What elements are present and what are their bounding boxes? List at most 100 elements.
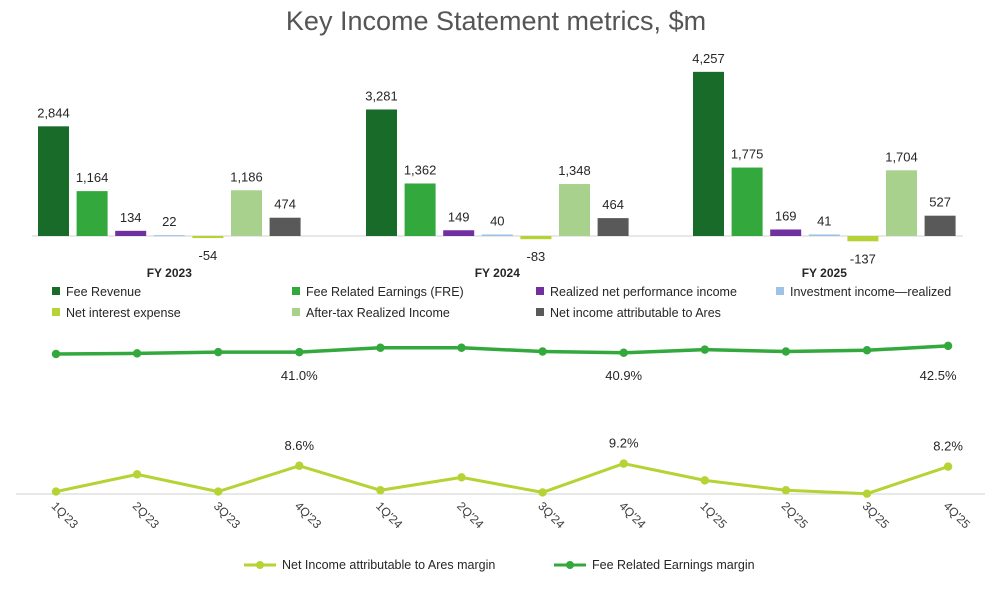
bar-net-income-attributable-to-ares-fy-2023 <box>269 217 301 236</box>
bar-label-after-tax-realized-income-fy-2025: 1,704 <box>885 149 918 164</box>
bar-net-interest-expense-fy-2023 <box>192 236 224 239</box>
legend-swatch-fee-revenue <box>52 287 60 295</box>
point-net-income-attributable-to-ares-margin-2q-23 <box>132 470 142 479</box>
point-net-income-attributable-to-ares-margin-2q-25 <box>781 486 791 495</box>
bar-investment-income-realized-fy-2023 <box>153 235 185 237</box>
x-tick-3q-25: 3Q'25 <box>860 499 893 532</box>
x-tick-3q-24: 3Q'24 <box>535 499 568 532</box>
point-fee-related-earnings-margin-1q-25 <box>700 345 709 354</box>
point-net-income-attributable-to-ares-margin-1q-23 <box>51 487 61 496</box>
fre-margin-label-4q-24: 40.9% <box>605 368 642 383</box>
point-fee-related-earnings-margin-4q-23 <box>295 347 304 357</box>
bar-label-realized-net-performance-income-fy-2025: 169 <box>775 208 797 223</box>
point-net-income-attributable-to-ares-margin-4q-24 <box>619 459 628 468</box>
legend-swatch-net-income-attributable-to-ares <box>536 308 544 316</box>
legend-text-net-income-attributable-to-ares-margin: Net Income attributable to Ares margin <box>282 558 495 572</box>
bar-label-investment-income-realized-fy-2023: 22 <box>162 214 176 229</box>
legend-marker-fee-related-earnings-margin <box>566 561 574 569</box>
category-label-fy-2023: FY 2023 <box>147 266 192 280</box>
point-fee-related-earnings-margin-2q-25 <box>781 347 791 356</box>
legend-label-fee-revenue: Fee Revenue <box>66 285 141 299</box>
bar-label-net-interest-expense-fy-2025: -137 <box>850 251 876 266</box>
legend-text-fee-related-earnings-margin: Fee Related Earnings margin <box>592 558 755 572</box>
legend-label-net-interest-expense: Net interest expense <box>66 306 181 320</box>
point-net-income-attributable-to-ares-margin-3q-25 <box>862 489 872 498</box>
legend-label-net-income-attributable-to-ares: Net income attributable to Ares <box>550 306 721 320</box>
bar-label-investment-income-realized-fy-2024: 40 <box>490 213 504 228</box>
x-tick-4q-24: 4Q'24 <box>616 499 649 532</box>
line-net-income-attributable-to-ares-margin <box>55 462 949 496</box>
point-net-income-attributable-to-ares-margin-4q-23 <box>295 461 304 470</box>
bar-label-fee-revenue-fy-2024: 3,281 <box>365 88 398 103</box>
bar-label-realized-net-performance-income-fy-2024: 149 <box>448 209 470 224</box>
legend-swatch-realized-net-performance-income <box>536 287 544 295</box>
point-net-income-attributable-to-ares-margin-1q-25 <box>700 476 709 485</box>
bar-fee-revenue-fy-2023 <box>38 126 69 236</box>
legend-label-realized-net-performance-income: Realized net performance income <box>550 285 737 299</box>
bar-realized-net-performance-income-fy-2024 <box>443 230 475 236</box>
x-tick-1q-23: 1Q'23 <box>49 499 82 532</box>
bar-label-net-interest-expense-fy-2024: -83 <box>527 249 546 264</box>
bar-label-net-income-attributable-to-ares-fy-2023: 474 <box>274 197 296 212</box>
bar-fee-related-earnings-fre-fy-2023 <box>76 191 108 236</box>
bar-realized-net-performance-income-fy-2023 <box>115 230 147 236</box>
bar-label-fee-related-earnings-fre-fy-2025: 1,775 <box>731 147 764 162</box>
bar-label-realized-net-performance-income-fy-2023: 134 <box>120 210 142 225</box>
x-tick-2q-25: 2Q'25 <box>779 499 812 532</box>
bar-label-fee-related-earnings-fre-fy-2024: 1,362 <box>404 162 437 177</box>
bar-fee-revenue-fy-2024 <box>366 109 397 236</box>
bar-after-tax-realized-income-fy-2025 <box>886 170 917 236</box>
legend-swatch-fee-related-earnings-fre <box>292 287 300 295</box>
point-fee-related-earnings-margin-4q-25 <box>943 341 953 351</box>
line-fee-related-earnings-margin <box>55 344 949 356</box>
bar-net-income-attributable-to-ares-fy-2025 <box>924 215 956 236</box>
bar-net-income-attributable-to-ares-fy-2024 <box>597 218 629 236</box>
point-fee-related-earnings-margin-2q-23 <box>132 349 142 358</box>
bar-realized-net-performance-income-fy-2025 <box>770 229 802 236</box>
bar-label-net-income-attributable-to-ares-fy-2024: 464 <box>602 197 624 212</box>
bar-label-after-tax-realized-income-fy-2024: 1,348 <box>558 163 591 178</box>
bar-net-interest-expense-fy-2025 <box>847 236 879 242</box>
chart-title: Key Income Statement metrics, $m <box>286 6 706 36</box>
bar-after-tax-realized-income-fy-2023 <box>231 190 262 236</box>
point-fee-related-earnings-margin-4q-24 <box>619 348 628 357</box>
bar-label-fee-revenue-fy-2025: 4,257 <box>692 51 725 66</box>
point-fee-related-earnings-margin-1q-23 <box>51 349 61 359</box>
legend-swatch-investment-income-realized <box>776 287 784 295</box>
point-fee-related-earnings-margin-1q-24 <box>376 343 385 352</box>
point-fee-related-earnings-margin-2q-24 <box>457 343 466 352</box>
legend-label-fee-related-earnings-fre: Fee Related Earnings (FRE) <box>306 285 464 299</box>
bar-label-net-income-attributable-to-ares-fy-2025: 527 <box>929 195 951 210</box>
bar-investment-income-realized-fy-2024 <box>481 234 513 236</box>
point-fee-related-earnings-margin-3q-25 <box>862 346 872 355</box>
point-net-income-attributable-to-ares-margin-3q-23 <box>214 487 223 496</box>
legend-label-after-tax-realized-income: After-tax Realized Income <box>306 306 450 320</box>
x-tick-1q-24: 1Q'24 <box>373 499 406 532</box>
legend-label-investment-income-realized: Investment income—realized <box>790 285 951 299</box>
point-fee-related-earnings-margin-3q-23 <box>214 347 223 357</box>
x-tick-3q-23: 3Q'23 <box>211 499 244 532</box>
x-tick-1q-25: 1Q'25 <box>697 499 730 532</box>
bar-label-investment-income-realized-fy-2025: 41 <box>817 213 831 228</box>
bar-net-interest-expense-fy-2024 <box>520 236 552 240</box>
legend-marker-net-income-attributable-to-ares-margin <box>256 561 264 569</box>
point-net-income-attributable-to-ares-margin-2q-24 <box>457 473 466 482</box>
legend-swatch-net-interest-expense <box>52 308 60 316</box>
bar-label-fee-revenue-fy-2023: 2,844 <box>37 105 70 120</box>
x-tick-2q-23: 2Q'23 <box>130 499 163 532</box>
bar-fee-related-earnings-fre-fy-2024 <box>404 183 436 236</box>
point-fee-related-earnings-margin-3q-24 <box>538 347 547 356</box>
point-net-income-attributable-to-ares-margin-4q-25 <box>943 462 953 471</box>
bar-fee-revenue-fy-2025 <box>693 71 724 236</box>
bar-fee-related-earnings-fre-fy-2025 <box>731 167 763 236</box>
ni-margin-label-4q-23: 8.6% <box>284 438 314 453</box>
point-net-income-attributable-to-ares-margin-1q-24 <box>376 486 385 495</box>
bar-label-net-interest-expense-fy-2023: -54 <box>199 248 218 263</box>
point-net-income-attributable-to-ares-margin-3q-24 <box>538 488 547 497</box>
ni-margin-label-4q-24: 9.2% <box>609 436 639 451</box>
category-label-fy-2025: FY 2025 <box>802 266 847 280</box>
x-tick-4q-23: 4Q'23 <box>292 499 325 532</box>
bar-after-tax-realized-income-fy-2024 <box>559 184 590 236</box>
